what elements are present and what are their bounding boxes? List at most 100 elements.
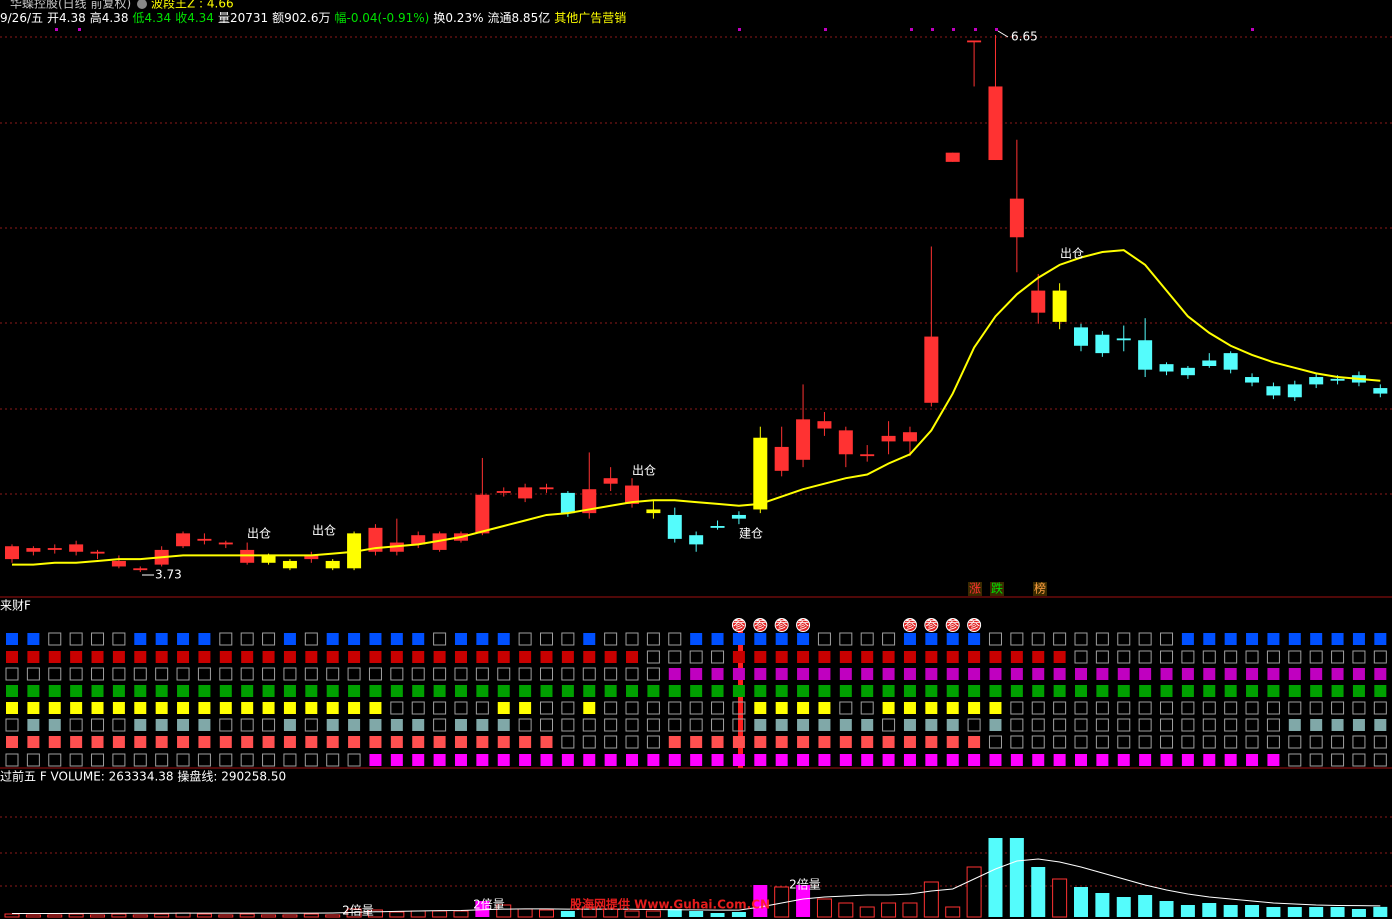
signal-cell <box>283 633 296 645</box>
signal-cell <box>369 719 382 731</box>
signal-cell <box>775 685 788 697</box>
signal-cell <box>112 736 125 748</box>
candle-body <box>902 432 917 442</box>
signal-cell <box>1053 651 1066 663</box>
signal-cell <box>26 753 40 767</box>
signal-cell <box>1310 668 1323 680</box>
signal-cell <box>1352 650 1366 664</box>
signal-cell <box>305 736 318 748</box>
signal-cell <box>326 719 339 731</box>
signal-cell <box>797 736 810 748</box>
signal-cell <box>818 719 831 731</box>
quote-item: 换0.23% <box>433 11 483 25</box>
signal-cell <box>1160 718 1174 732</box>
signal-cell <box>283 667 297 681</box>
signal-cell <box>988 632 1002 646</box>
signal-cell <box>839 651 852 663</box>
signal-cell <box>1203 668 1216 680</box>
signal-cell <box>1181 701 1195 715</box>
volume-bar <box>90 914 106 918</box>
signal-cell <box>70 651 83 663</box>
signal-cell <box>861 651 874 663</box>
signal-cell <box>1181 685 1194 697</box>
stock-title: 华蝶控股(日线 前复权) <box>10 0 131 11</box>
signal-cell <box>1117 632 1131 646</box>
signal-cell <box>1010 701 1024 715</box>
signal-cell <box>668 701 682 715</box>
tag: 跌 <box>991 581 1003 596</box>
tag-bg <box>968 582 982 596</box>
signal-cell <box>711 701 725 715</box>
volume-bar <box>731 912 746 917</box>
signal-cell <box>861 685 874 697</box>
volume-bar <box>475 901 490 917</box>
volume-bar <box>881 902 897 918</box>
signal-cell <box>48 632 62 646</box>
signal-cell <box>647 685 660 697</box>
signal-cell <box>304 667 318 681</box>
signal-cell <box>625 735 639 749</box>
signal-cell <box>198 685 211 697</box>
signal-cell <box>561 718 575 732</box>
signal-cell <box>262 753 276 767</box>
signal-cell <box>540 718 553 732</box>
signal-cell <box>1246 633 1259 645</box>
signal-cell <box>1138 718 1152 732</box>
signal-cell <box>91 718 105 732</box>
volume-bar <box>753 885 768 917</box>
signal-cell <box>1202 718 1216 732</box>
signal-cell <box>646 667 660 681</box>
signal-cell <box>561 735 575 749</box>
signal-cell <box>1138 650 1152 664</box>
signal-cell <box>198 719 211 731</box>
signal-cell <box>968 651 981 663</box>
volume-bar <box>367 909 383 918</box>
volume-bar <box>1373 906 1388 917</box>
signal-cell <box>925 702 938 714</box>
signal-cell <box>1374 668 1387 680</box>
signal-cell <box>1074 735 1088 749</box>
badge-text: 参 <box>947 617 959 632</box>
signal-cell <box>625 718 639 732</box>
signal-cell <box>1032 668 1045 680</box>
signal-cell <box>519 651 532 663</box>
candle-body <box>475 494 490 534</box>
panel-title: 来财F <box>0 599 31 613</box>
signal-cell <box>476 651 489 663</box>
candle-body <box>1159 364 1174 372</box>
signal-cell <box>1010 632 1024 646</box>
candle-body <box>1074 327 1088 346</box>
signal-cell <box>519 702 532 714</box>
badge-text: 参 <box>925 617 937 632</box>
signal-cell <box>1117 701 1131 715</box>
volume-bar <box>560 911 575 917</box>
signal-cell <box>1331 753 1345 767</box>
volume-bar <box>816 898 832 918</box>
signal-label: 出仓 <box>247 527 271 541</box>
signal-cell <box>1181 650 1195 664</box>
signal-cell <box>903 685 916 697</box>
panel-title: 过前五 F VOLUME: 263334.38 操盘线: 290258.50 <box>0 769 286 784</box>
signal-cell <box>48 736 61 748</box>
signal-cell <box>283 753 297 767</box>
signal-cell <box>1010 668 1023 680</box>
volume-bar <box>1330 907 1345 917</box>
signal-cell <box>198 736 211 748</box>
signal-cell <box>968 754 981 766</box>
signal-cell <box>1139 668 1152 680</box>
signal-cell <box>348 633 361 645</box>
volume-bar <box>710 913 725 917</box>
candle-body <box>774 446 789 471</box>
signal-cell <box>1224 701 1238 715</box>
signal-cell <box>1288 685 1301 697</box>
signal-cell <box>583 633 596 645</box>
signal-cell <box>646 632 660 646</box>
signal-cell <box>198 702 211 714</box>
signal-cell <box>903 702 916 714</box>
volume-bar <box>25 914 41 918</box>
signal-cell <box>1352 633 1365 645</box>
signal-cell <box>5 667 19 681</box>
signal-cell <box>6 736 18 748</box>
signal-cell <box>946 668 959 680</box>
candle-body <box>817 421 832 429</box>
